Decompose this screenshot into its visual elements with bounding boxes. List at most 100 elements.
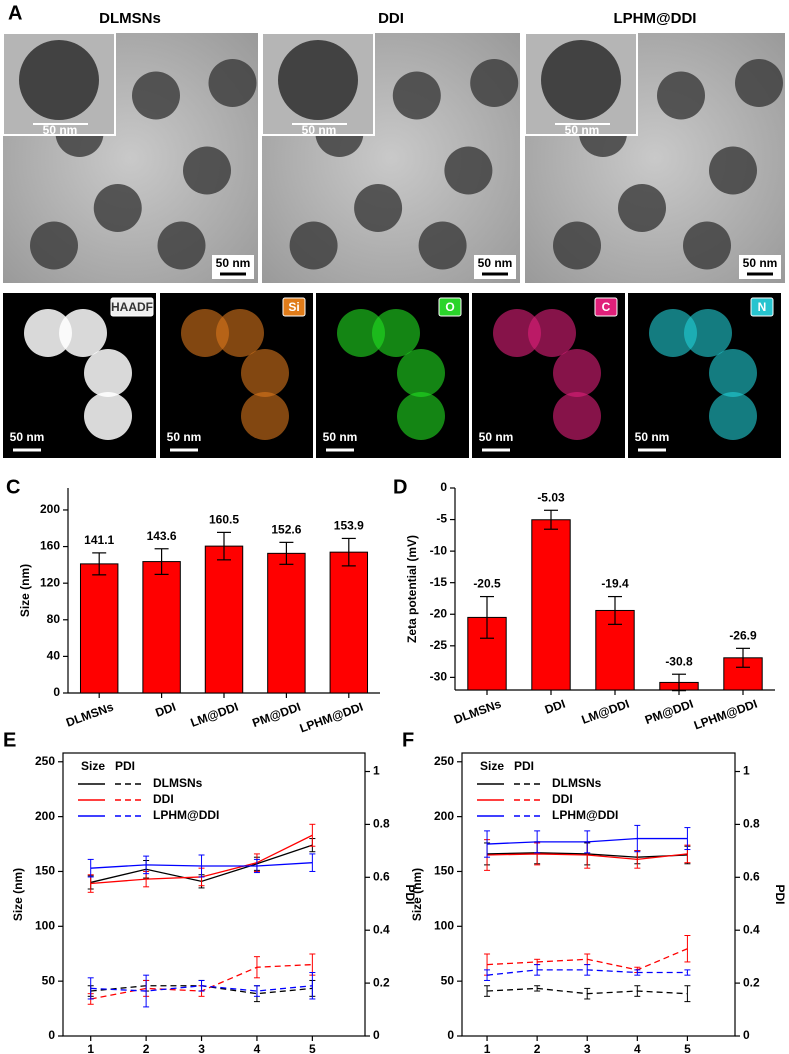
value-label: -5.03 <box>537 490 565 504</box>
x-tick-label: 5 <box>309 1042 316 1054</box>
channel-label: C <box>602 300 611 314</box>
x-tick-label: DLMSNs <box>64 700 115 730</box>
particle <box>278 40 358 120</box>
scale-label: 50 nm <box>743 256 778 270</box>
particle <box>30 221 78 270</box>
y-tick-label: 150 <box>434 864 454 878</box>
particle <box>132 71 180 120</box>
particle <box>649 309 697 357</box>
plot-frame <box>461 752 736 1037</box>
y-tick-label: -5 <box>436 512 447 526</box>
legend-label: DDI <box>153 792 174 806</box>
particle <box>183 146 231 195</box>
particle <box>392 71 441 120</box>
inset-scale-label: 50 nm <box>565 123 600 137</box>
y-tick-label: 0 <box>373 1028 380 1042</box>
y-tick-label: 150 <box>35 864 55 878</box>
particle <box>709 349 757 397</box>
y-tick-label: 0.4 <box>743 922 760 936</box>
legend-header: Size <box>81 759 105 773</box>
particle <box>93 184 142 232</box>
x-tick-label: 1 <box>484 1042 491 1054</box>
y-tick-label: 0.6 <box>743 869 760 883</box>
y-tick-label: 250 <box>35 754 55 768</box>
particle <box>470 59 519 107</box>
particle <box>444 146 493 195</box>
particle <box>397 392 445 440</box>
x-tick-label: LPHM@DDI <box>298 700 365 736</box>
panel-label: E <box>3 729 16 751</box>
particle <box>735 59 783 107</box>
x-tick-label: DLMSNs <box>452 697 503 727</box>
y-tick-label: 0.8 <box>373 817 390 831</box>
y-tick-label: 0 <box>447 1028 454 1042</box>
x-tick-label: 3 <box>198 1042 205 1054</box>
y2-axis-title: PDI <box>773 884 787 904</box>
y-tick-label: -30 <box>430 670 448 684</box>
scale-label: 50 nm <box>323 430 358 444</box>
y-tick-label: 1 <box>743 764 750 778</box>
value-label: 152.6 <box>271 523 301 537</box>
inset-scale-label: 50 nm <box>43 123 78 137</box>
y2-axis-title: PDI <box>403 884 417 904</box>
scale-label: 50 nm <box>216 256 251 270</box>
y-tick-label: 160 <box>40 539 60 553</box>
particle <box>208 59 257 107</box>
particle <box>418 221 467 270</box>
bar <box>204 545 244 694</box>
channel-label: O <box>445 300 454 314</box>
x-tick-label: 1 <box>87 1042 94 1054</box>
y-tick-label: 100 <box>35 918 55 932</box>
bar <box>267 552 306 694</box>
particle <box>354 184 403 232</box>
value-label: -26.9 <box>729 629 757 643</box>
x-tick-label: 2 <box>534 1042 541 1054</box>
bar <box>79 563 119 694</box>
bar <box>142 561 181 694</box>
value-label: -30.8 <box>665 654 693 668</box>
value-label: 160.5 <box>209 513 239 527</box>
particle <box>553 392 601 440</box>
scale-label: 50 nm <box>479 430 514 444</box>
y-tick-label: -15 <box>430 575 448 589</box>
legend-header: PDI <box>514 759 534 773</box>
inset-scale-label: 50 nm <box>302 123 337 137</box>
particle <box>709 146 757 195</box>
particle <box>541 40 621 120</box>
x-tick-label: PM@DDI <box>250 700 302 730</box>
particle <box>397 349 445 397</box>
value-label: 143.6 <box>147 529 177 543</box>
y-tick-label: 0.2 <box>743 975 760 989</box>
particle <box>493 309 541 357</box>
panel-label: A <box>8 2 22 24</box>
particle <box>372 309 420 357</box>
channel-bg <box>438 297 462 317</box>
y-tick-label: 120 <box>40 575 60 589</box>
particle <box>181 309 229 357</box>
legend-label: DLMSNs <box>153 776 203 790</box>
particle <box>553 349 601 397</box>
y-tick-label: 0.6 <box>373 869 390 883</box>
particle <box>24 309 72 357</box>
x-tick-label: 4 <box>634 1042 641 1054</box>
value-label: -19.4 <box>601 577 629 591</box>
y-tick-label: 200 <box>434 809 454 823</box>
y-tick-label: 0 <box>743 1028 750 1042</box>
image-title: DDI <box>378 10 404 27</box>
y-tick-label: 200 <box>35 809 55 823</box>
particle <box>59 309 107 357</box>
y-tick-label: 0.2 <box>373 975 390 989</box>
particle <box>618 184 666 232</box>
particle <box>216 309 264 357</box>
y-tick-label: 50 <box>42 973 56 987</box>
y-tick-label: 50 <box>441 973 455 987</box>
channel-bg <box>594 297 618 317</box>
y-tick-label: 40 <box>47 649 61 663</box>
scale-label: 50 nm <box>167 430 202 444</box>
x-tick-label: LM@DDI <box>580 697 631 727</box>
particle <box>157 221 206 270</box>
particle <box>241 349 289 397</box>
legend-label: DLMSNs <box>552 776 602 790</box>
x-tick-label: LPHM@DDI <box>692 697 759 733</box>
image-title: LPHM@DDI <box>614 10 697 27</box>
